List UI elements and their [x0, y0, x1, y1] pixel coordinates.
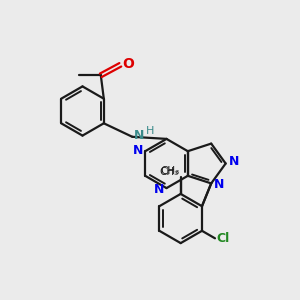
Text: N: N — [132, 144, 143, 157]
Text: CH₃: CH₃ — [160, 167, 179, 177]
Text: CH₃: CH₃ — [160, 166, 179, 176]
Text: Cl: Cl — [217, 232, 230, 245]
Text: N: N — [154, 183, 164, 196]
Text: O: O — [122, 57, 134, 70]
Text: H: H — [146, 126, 154, 136]
Text: N: N — [134, 129, 145, 142]
Text: N: N — [214, 178, 225, 191]
Text: N: N — [229, 155, 239, 168]
